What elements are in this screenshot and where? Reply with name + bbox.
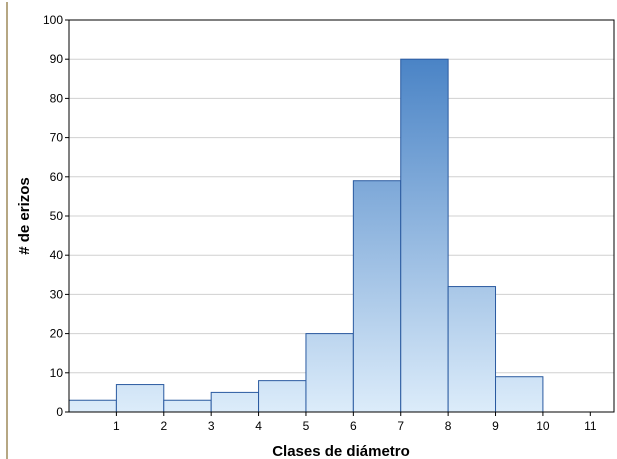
y-tick-label-60: 60 <box>50 170 64 184</box>
x-axis-title: Clases de diámetro <box>272 443 410 459</box>
gridlines <box>69 58 614 374</box>
y-tick-label-0: 0 <box>56 405 63 419</box>
y-axis-title: # de erizos <box>16 177 33 255</box>
y-tick-label-100: 100 <box>43 13 63 27</box>
bar-bin-8 <box>400 58 449 413</box>
x-tick-label-4: 4 <box>255 419 262 433</box>
x-tick-label-6: 6 <box>350 419 357 433</box>
x-tick-label-1: 1 <box>113 419 120 433</box>
bar-bin-1 <box>68 399 117 413</box>
y-axis-ticks: 0 10 20 30 40 50 60 70 80 90 100 <box>43 13 69 419</box>
bar-bin-9 <box>447 286 497 413</box>
x-tick-label-9: 9 <box>492 419 499 433</box>
y-tick-label-20: 20 <box>50 327 64 341</box>
y-tick-label-30: 30 <box>50 287 64 301</box>
bar-bin-3 <box>163 399 212 413</box>
x-tick-label-11: 11 <box>584 419 597 433</box>
y-tick-label-50: 50 <box>50 209 64 223</box>
x-tick-label-7: 7 <box>397 419 404 433</box>
x-tick-label-8: 8 <box>445 419 452 433</box>
x-tick-label-10: 10 <box>536 419 550 433</box>
bar-bin-6 <box>305 333 354 413</box>
bar-bin-7 <box>352 180 402 413</box>
y-tick-label-70: 70 <box>50 131 64 145</box>
bar-bin-10 <box>495 376 544 413</box>
bars <box>68 58 544 413</box>
bar-bin-5 <box>258 380 307 413</box>
bar-bin-4 <box>210 391 260 413</box>
y-tick-label-80: 80 <box>50 91 64 105</box>
x-tick-label-5: 5 <box>303 419 310 433</box>
x-axis-ticks: 1 2 3 4 5 6 7 8 9 10 11 <box>113 412 597 433</box>
y-tick-label-10: 10 <box>50 366 64 380</box>
x-tick-label-2: 2 <box>160 419 167 433</box>
x-tick-label-3: 3 <box>208 419 215 433</box>
bar-bin-2 <box>115 384 165 413</box>
y-tick-label-90: 90 <box>50 52 64 66</box>
y-tick-label-40: 40 <box>50 248 64 262</box>
